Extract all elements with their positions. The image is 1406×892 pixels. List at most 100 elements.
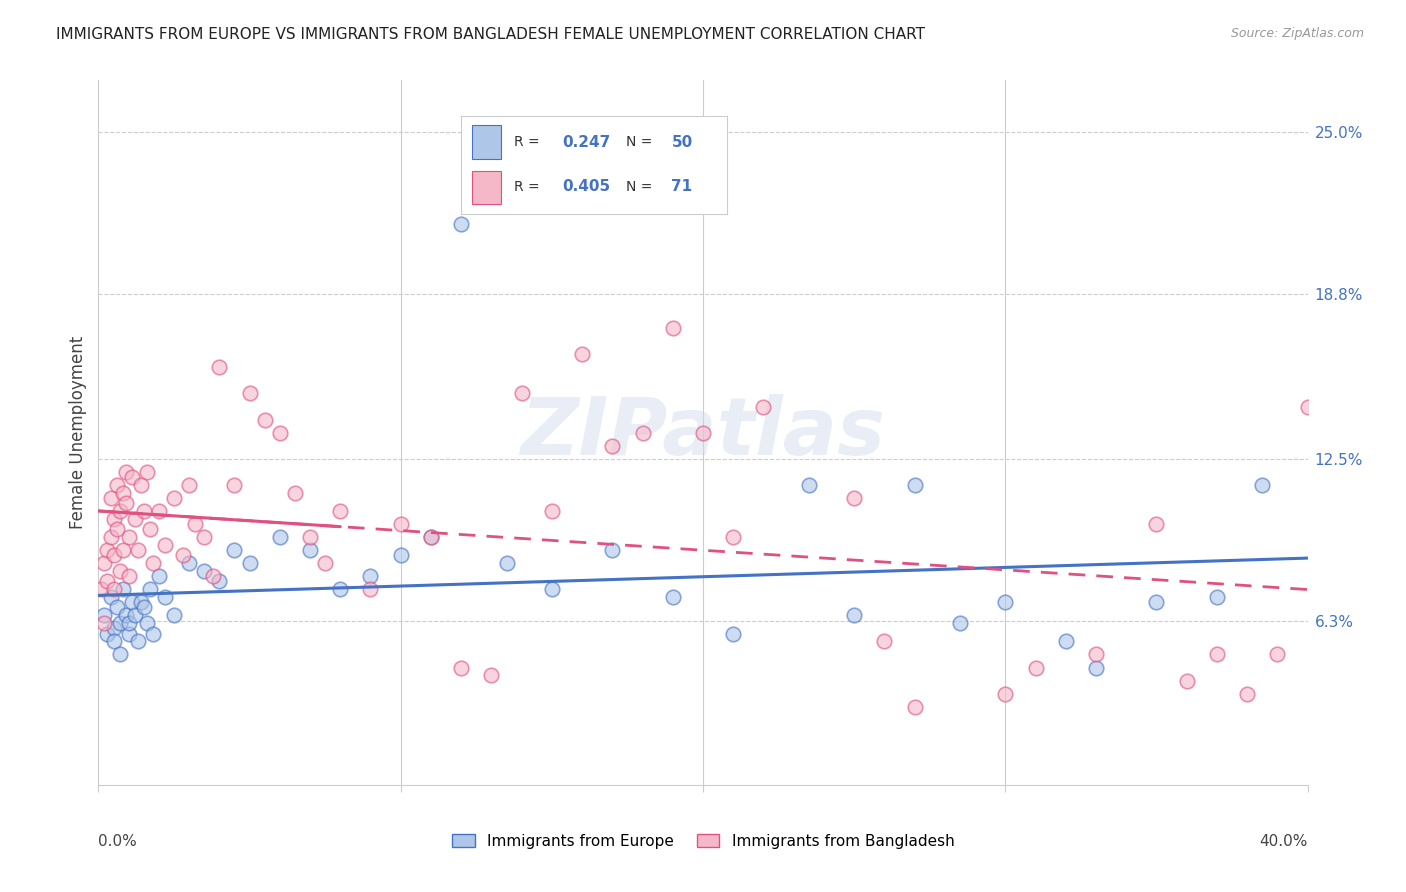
Point (389, 516, 412, 531)
Point (132, 600, 155, 615)
Point (100, 590, 122, 604)
Point (329, 582, 352, 597)
Point (105, 600, 128, 615)
Point (111, 485, 134, 500)
Point (1206, 590, 1229, 604)
Text: 0.0%: 0.0% (98, 834, 138, 849)
Point (163, 608, 186, 623)
Point (111, 543, 134, 558)
Y-axis label: Female Unemployment: Female Unemployment (69, 336, 87, 529)
Point (108, 504, 131, 518)
Point (949, 616, 972, 631)
Point (1267, 648, 1289, 662)
Point (193, 564, 215, 578)
Point (752, 400, 775, 414)
Point (93, 556, 115, 570)
Point (193, 530, 215, 544)
Point (1236, 687, 1258, 701)
Point (108, 616, 131, 631)
Point (224, 478, 246, 492)
Point (148, 504, 170, 518)
Point (1206, 648, 1229, 662)
Point (127, 634, 149, 648)
Point (179, 556, 201, 570)
Point (994, 687, 1017, 701)
Text: Source: ZipAtlas.com: Source: ZipAtlas.com (1230, 27, 1364, 40)
Point (1146, 516, 1168, 531)
Point (253, 412, 276, 426)
Point (139, 582, 162, 597)
Point (118, 530, 141, 544)
Point (314, 556, 336, 570)
Point (103, 621, 125, 635)
Point (208, 574, 231, 589)
Point (873, 634, 896, 648)
Point (108, 648, 131, 662)
Point (481, 668, 503, 682)
Point (90, 582, 112, 597)
Point (299, 530, 322, 544)
Point (108, 564, 131, 578)
Point (360, 569, 382, 583)
Point (124, 512, 146, 526)
Point (239, 556, 262, 570)
Point (114, 496, 136, 510)
Point (299, 543, 322, 558)
Point (1146, 595, 1168, 609)
Point (224, 543, 246, 558)
Point (797, 478, 820, 492)
Point (994, 595, 1017, 609)
Point (904, 478, 927, 492)
Point (103, 549, 125, 563)
Point (121, 595, 143, 609)
Point (129, 478, 152, 492)
Point (450, 217, 472, 231)
Point (93, 608, 115, 623)
Point (1251, 478, 1274, 492)
Point (103, 634, 125, 648)
Point (184, 516, 207, 531)
Point (114, 465, 136, 479)
Point (105, 522, 128, 536)
Point (114, 608, 136, 623)
Point (118, 616, 141, 631)
Point (127, 543, 149, 558)
Point (661, 321, 683, 335)
Point (269, 530, 291, 544)
Point (844, 491, 866, 505)
Point (1085, 660, 1108, 674)
Point (93, 616, 115, 631)
Point (329, 504, 352, 518)
Text: ZIPatlas: ZIPatlas (520, 393, 886, 472)
Point (420, 530, 443, 544)
Point (723, 626, 745, 640)
Point (495, 556, 517, 570)
Point (163, 491, 186, 505)
Point (450, 660, 472, 674)
Point (389, 549, 412, 563)
Point (118, 569, 141, 583)
Point (1054, 634, 1077, 648)
Point (103, 582, 125, 597)
Point (631, 425, 654, 440)
Point (142, 626, 165, 640)
Point (100, 491, 122, 505)
Point (510, 386, 533, 401)
Point (135, 465, 157, 479)
Point (118, 626, 141, 640)
Point (172, 549, 194, 563)
Point (132, 504, 155, 518)
Point (661, 590, 683, 604)
Point (1296, 400, 1319, 414)
Point (121, 470, 143, 484)
Point (129, 595, 152, 609)
Point (1175, 673, 1198, 688)
Point (202, 569, 225, 583)
Point (105, 478, 128, 492)
Point (96, 543, 118, 558)
Legend: Immigrants from Europe, Immigrants from Bangladesh: Immigrants from Europe, Immigrants from … (446, 828, 960, 855)
Point (208, 360, 231, 375)
Point (420, 530, 443, 544)
Point (153, 538, 176, 552)
Point (602, 439, 624, 453)
